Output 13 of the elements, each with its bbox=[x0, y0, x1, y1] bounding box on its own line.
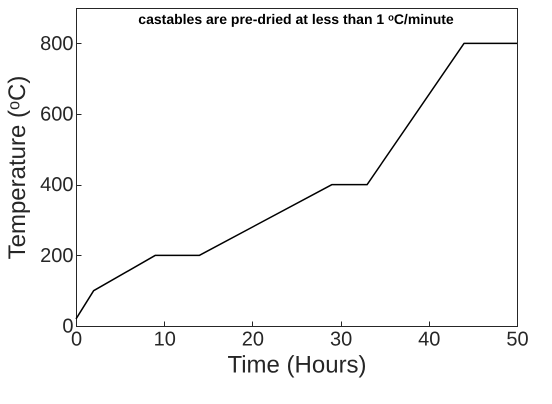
line-series bbox=[75, 42, 518, 320]
annotation: castables are pre-dried at less than 1 ᵒC/minute bbox=[138, 11, 454, 27]
y-tick-label: 800 bbox=[40, 32, 74, 55]
y-tick-label: 400 bbox=[40, 174, 74, 196]
y-axis-title: Temperature (ᵒC) bbox=[4, 76, 32, 260]
x-tick-label: 10 bbox=[154, 328, 176, 350]
x-tick-label: 20 bbox=[242, 328, 264, 350]
x-tick-label: 30 bbox=[330, 328, 352, 350]
y-tick-label: 200 bbox=[40, 244, 74, 267]
x-tick-label: 50 bbox=[506, 328, 529, 350]
x-tick-label: 40 bbox=[418, 328, 440, 350]
y-tick-label: 600 bbox=[40, 104, 74, 126]
x-axis-title: Time (Hours) bbox=[227, 352, 367, 378]
